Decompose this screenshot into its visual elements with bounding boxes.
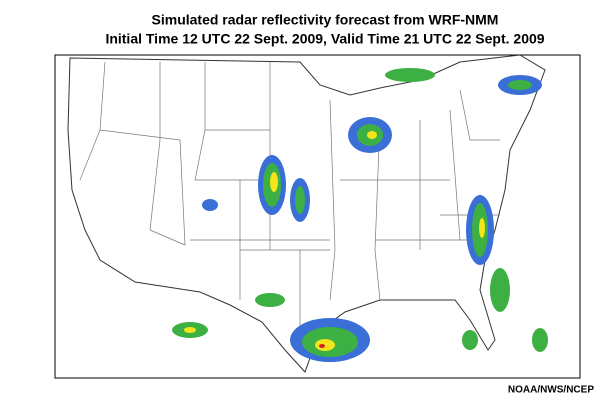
echo	[479, 218, 485, 238]
echo	[295, 186, 305, 214]
echo	[508, 80, 532, 90]
country-outline	[67, 55, 546, 373]
radar-echoes	[172, 68, 548, 362]
title: Simulated radar reflectivity forecast fr…	[152, 12, 499, 28]
echo	[490, 268, 510, 312]
credit: NOAA/NWS/NCEP	[508, 385, 594, 396]
echo	[367, 131, 377, 139]
echo	[319, 344, 325, 348]
echo	[270, 172, 278, 192]
echo	[184, 327, 196, 333]
echo	[255, 293, 285, 307]
subtitle: Initial Time 12 UTC 22 Sept. 2009, Valid…	[105, 31, 544, 47]
echo	[532, 328, 548, 352]
echo	[462, 330, 478, 350]
echo	[315, 339, 335, 351]
echo	[385, 68, 435, 82]
map	[54, 54, 581, 379]
echo	[202, 199, 218, 211]
